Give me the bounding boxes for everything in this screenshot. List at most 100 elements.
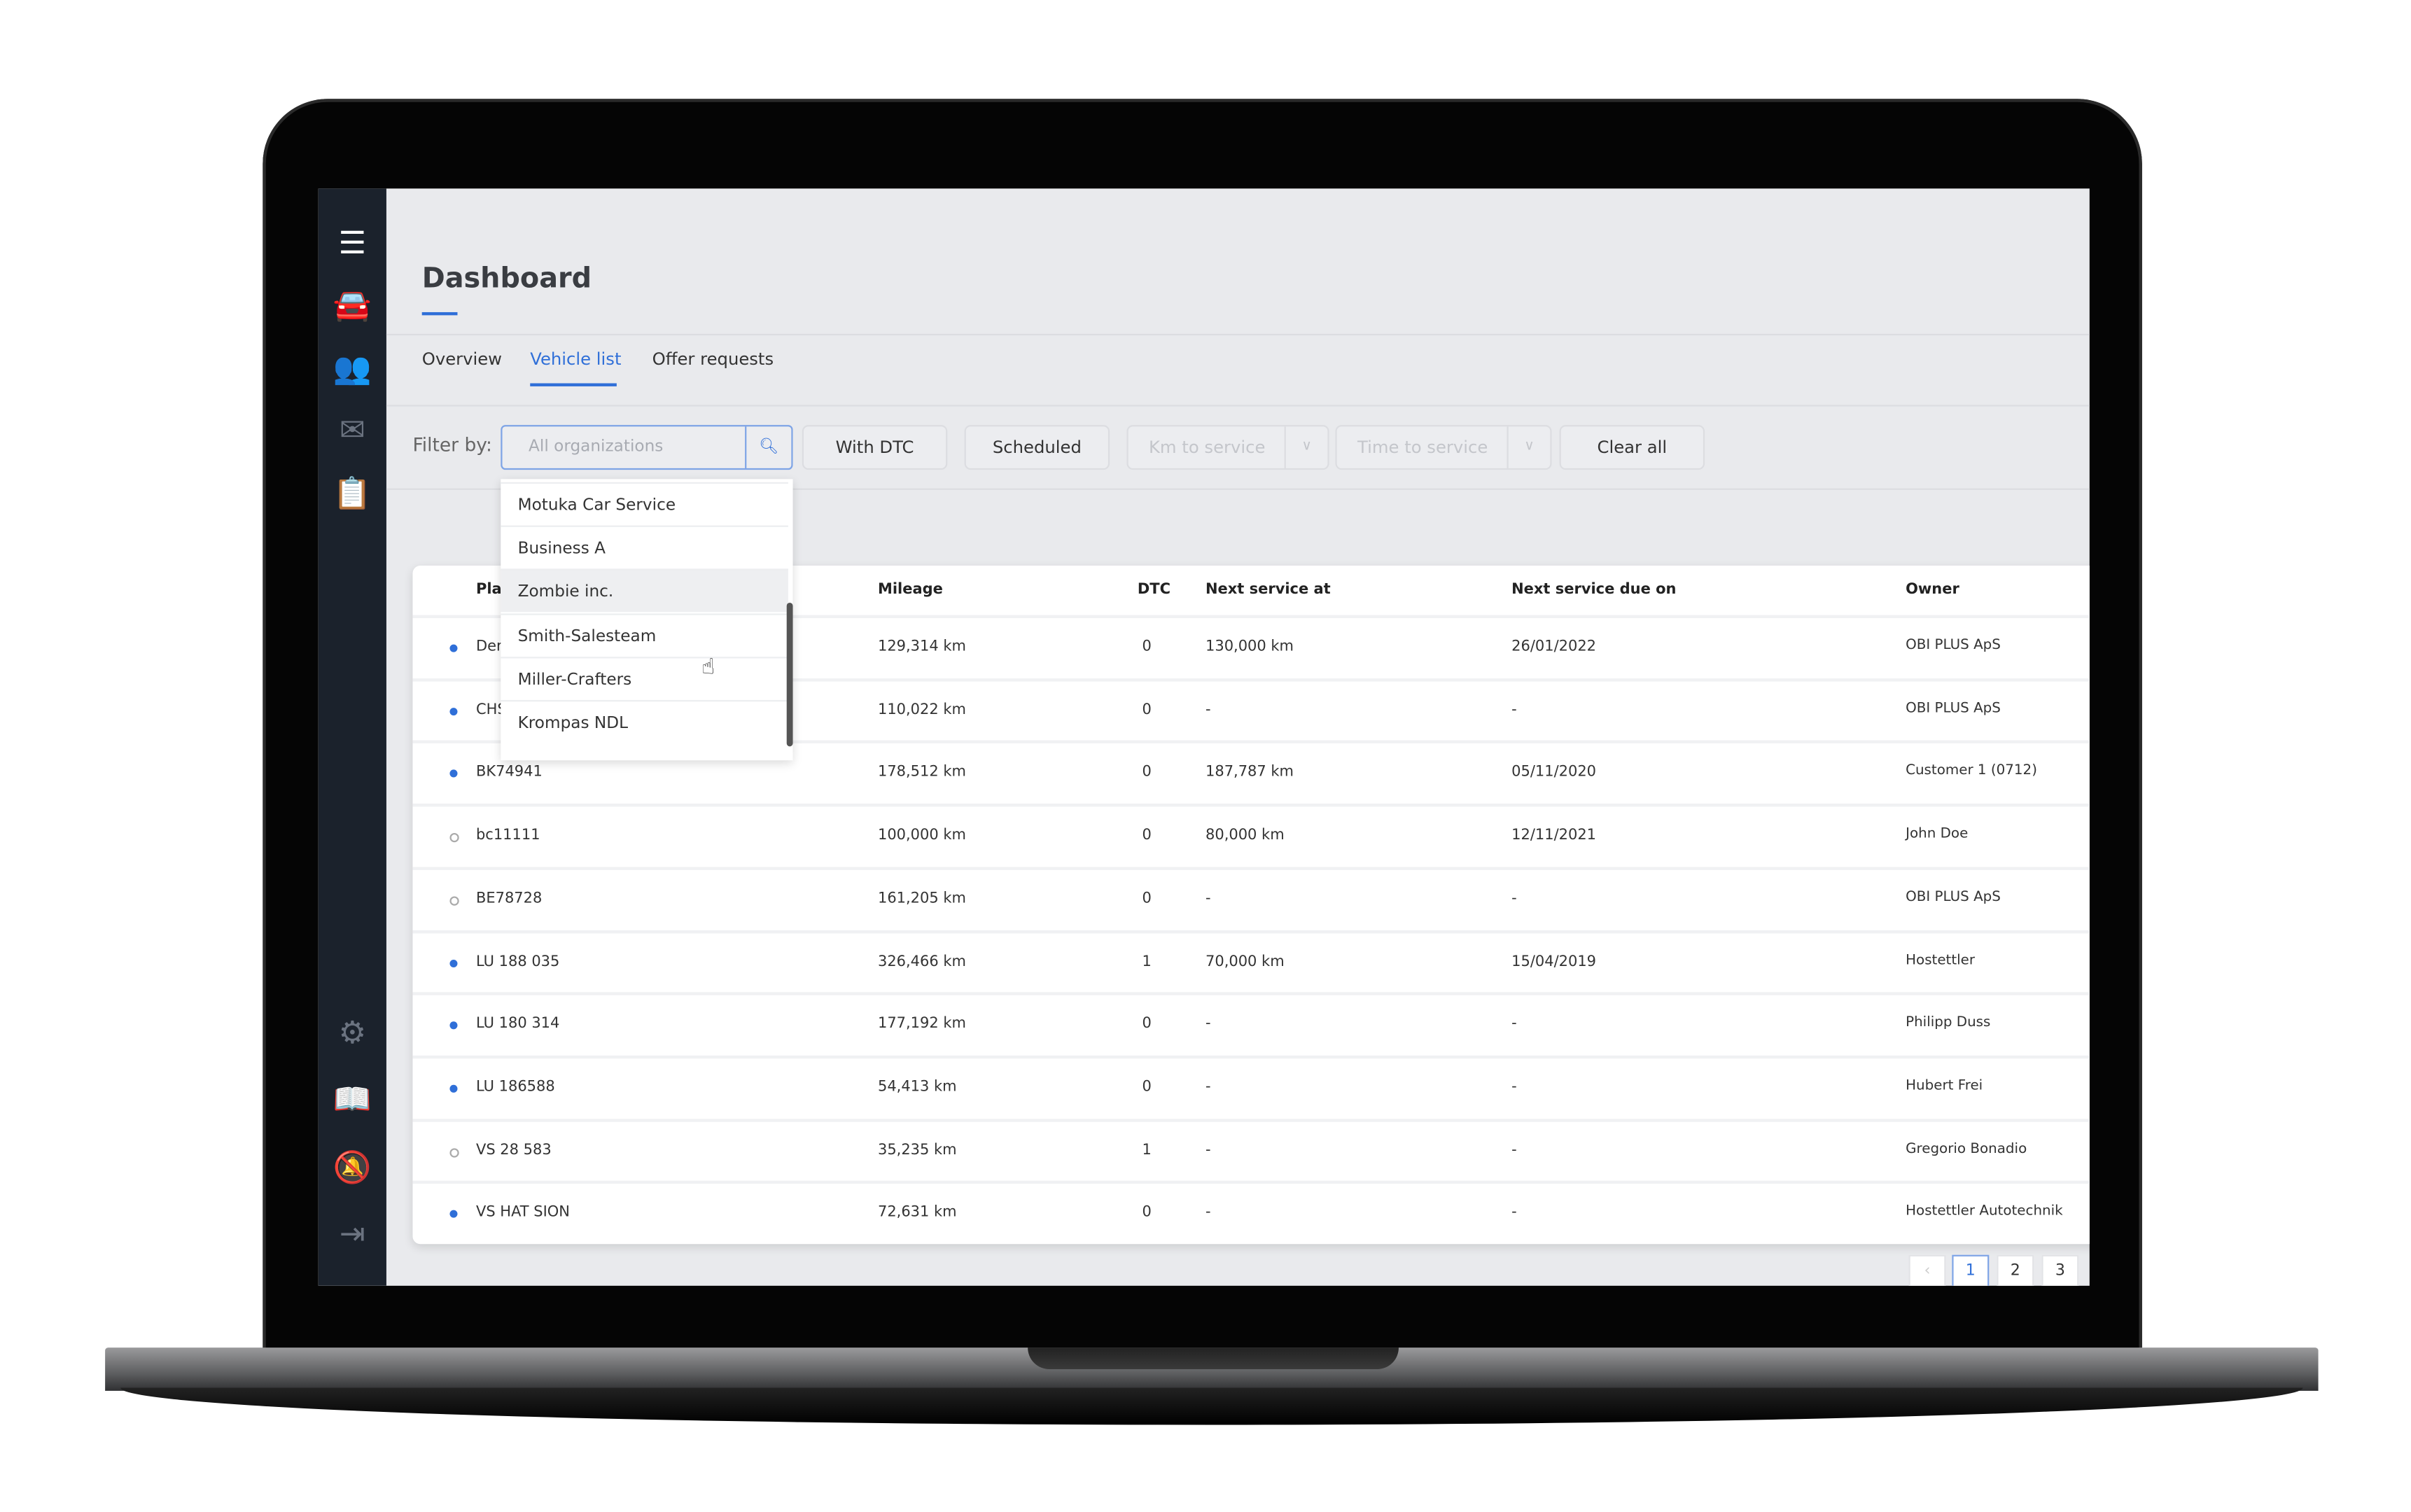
- cell-mileage: 129,314 km: [877, 638, 966, 656]
- pagination-prev[interactable]: ‹: [1908, 1254, 1946, 1286]
- time-to-service-select[interactable]: Time to service ∨: [1335, 425, 1552, 470]
- clipboard-icon[interactable]: 📋: [333, 474, 372, 512]
- cell-plate: VS 28 583: [475, 1141, 552, 1158]
- hand-cursor-icon: ☝: [701, 655, 715, 680]
- app-screen: ☰ 🚘 👥 ✉ 📋 ⚙ 📖 🔕 ⇥ Dashboard Overview Veh…: [318, 188, 2090, 1286]
- status-dot: [449, 958, 458, 967]
- laptop-base-bottom: [120, 1387, 2303, 1425]
- cell-plate: LU 180 314: [475, 1015, 560, 1033]
- tab-vehicle-list[interactable]: Vehicle list: [530, 349, 622, 370]
- cell-due-on: -: [1511, 1078, 1517, 1096]
- sidebar: ☰ 🚘 👥 ✉ 📋 ⚙ 📖 🔕 ⇥: [318, 188, 386, 1286]
- dropdown-item[interactable]: Zombie inc.: [501, 568, 788, 612]
- cell-mileage: 110,022 km: [877, 701, 966, 718]
- cell-dtc: 1: [1142, 1141, 1152, 1158]
- pagination-page-2[interactable]: 2: [1997, 1254, 2034, 1286]
- chevron-down-icon[interactable]: ∨: [1507, 426, 1551, 468]
- cell-dtc: 0: [1142, 764, 1152, 781]
- cell-dtc: 1: [1142, 953, 1152, 970]
- status-dot: [449, 833, 459, 843]
- time-to-service-label: Time to service: [1357, 437, 1488, 458]
- clear-all-button[interactable]: Clear all: [1559, 425, 1705, 470]
- cell-owner: Customer 1 (0712): [1906, 764, 2037, 780]
- cell-due-on: -: [1511, 890, 1517, 907]
- tab-offer-requests[interactable]: Offer requests: [652, 349, 774, 370]
- cell-due-on: 12/11/2021: [1511, 827, 1597, 844]
- dropdown-item[interactable]: Smith-Salesteam: [501, 613, 788, 657]
- with-dtc-button[interactable]: With DTC: [802, 425, 948, 470]
- cell-due-on: -: [1511, 1141, 1517, 1158]
- column-header-dtc[interactable]: DTC: [1137, 581, 1170, 598]
- cell-due-on: -: [1511, 701, 1517, 718]
- column-header-next-service-due-on[interactable]: Next service due on: [1511, 581, 1677, 598]
- car-add-icon[interactable]: 🚘: [333, 286, 372, 323]
- cell-dtc: 0: [1142, 638, 1152, 656]
- pagination-page-3[interactable]: 3: [2041, 1254, 2079, 1286]
- cell-due-on: -: [1511, 1015, 1517, 1033]
- filter-label: Filter by:: [412, 434, 492, 456]
- organization-dropdown: Motuka Car Service Business A Zombie inc…: [501, 479, 793, 761]
- cell-plate: Der: [475, 638, 503, 656]
- divider: [386, 488, 2090, 490]
- scheduled-button[interactable]: Scheduled: [964, 425, 1110, 470]
- table-row[interactable]: Der 129,314 km 0 130,000 km 26/01/2022 OBI PL…: [412, 615, 2090, 681]
- organization-search-input[interactable]: All organizations 🔍︎: [501, 425, 793, 470]
- cell-owner: Hostettler: [1906, 953, 1976, 969]
- cell-owner: OBI PLUS ApS: [1906, 701, 2001, 717]
- status-dot: [449, 770, 458, 778]
- table-row[interactable]: BE78728 161,205 km 0 - - OBI PLUS ApS: [412, 867, 2090, 932]
- dropdown-item[interactable]: Business A: [501, 525, 788, 569]
- table-row[interactable]: LU 180 314 177,192 km 0 - - Philipp Duss: [412, 992, 2090, 1058]
- cell-mileage: 35,235 km: [877, 1141, 957, 1158]
- search-icon[interactable]: 🔍︎: [745, 426, 791, 468]
- pagination-page-1[interactable]: 1: [1952, 1254, 1990, 1286]
- status-dot: [449, 644, 458, 652]
- table-row[interactable]: LU 186588 54,413 km 0 - - Hubert Frei: [412, 1055, 2090, 1121]
- book-icon[interactable]: 📖: [333, 1080, 372, 1118]
- inbox-icon[interactable]: ✉: [339, 411, 365, 449]
- cell-due-on: 15/04/2019: [1511, 953, 1597, 970]
- column-header-mileage[interactable]: Mileage: [877, 581, 943, 598]
- cell-dtc: 0: [1142, 890, 1152, 907]
- cell-next-at: -: [1206, 1015, 1211, 1033]
- table-row[interactable]: LU 188 035 326,466 km 1 70,000 km 15/04/2019…: [412, 929, 2090, 995]
- cell-mileage: 100,000 km: [877, 827, 966, 844]
- cell-plate: LU 188 035: [475, 953, 560, 970]
- title-underline: [421, 312, 458, 316]
- cell-plate: bc11111: [475, 827, 540, 844]
- bell-off-icon[interactable]: 🔕: [333, 1148, 372, 1186]
- km-to-service-select[interactable]: Km to service ∨: [1126, 425, 1329, 470]
- cell-dtc: 0: [1142, 701, 1152, 718]
- km-to-service-label: Km to service: [1149, 437, 1266, 458]
- table-row[interactable]: VS HAT SION 72,631 km 0 - - Hostettler Autote…: [412, 1181, 2090, 1247]
- cell-next-at: -: [1206, 701, 1211, 718]
- table-row[interactable]: bc11111 100,000 km 0 80,000 km 12/11/2021 Joh…: [412, 804, 2090, 869]
- cell-next-at: 130,000 km: [1206, 638, 1294, 656]
- column-header-owner[interactable]: Owner: [1906, 581, 1959, 598]
- cell-mileage: 326,466 km: [877, 953, 966, 970]
- cell-owner: Philipp Duss: [1906, 1015, 1991, 1031]
- menu-icon[interactable]: ☰: [338, 224, 367, 262]
- cell-next-at: -: [1206, 890, 1211, 907]
- laptop-notch: [1028, 1348, 1399, 1370]
- chevron-down-icon[interactable]: ∨: [1284, 426, 1328, 468]
- table-row[interactable]: VS 28 583 35,235 km 1 - - Gregorio Bonadio: [412, 1118, 2090, 1184]
- table-row[interactable]: BK74941 178,512 km 0 187,787 km 05/11/2020 Cu…: [412, 741, 2090, 806]
- gear-icon[interactable]: ⚙: [338, 1014, 367, 1051]
- divider: [386, 333, 2090, 336]
- dropdown-scrollbar[interactable]: [786, 603, 793, 747]
- dropdown-item[interactable]: Motuka Car Service: [501, 482, 788, 526]
- cell-owner: OBI PLUS ApS: [1906, 638, 2001, 654]
- column-header-next-service-at[interactable]: Next service at: [1206, 581, 1331, 598]
- tab-overview[interactable]: Overview: [421, 349, 503, 370]
- cell-owner: John Doe: [1906, 827, 1969, 843]
- dropdown-item[interactable]: Miller-Crafters: [501, 657, 788, 700]
- cell-owner: Hubert Frei: [1906, 1078, 1983, 1094]
- organization-placeholder: All organizations: [529, 437, 664, 456]
- cell-mileage: 178,512 km: [877, 764, 966, 781]
- status-dot: [449, 707, 458, 715]
- dropdown-item[interactable]: Krompas NDL: [501, 700, 788, 743]
- cell-dtc: 0: [1142, 1015, 1152, 1033]
- users-icon[interactable]: 👥: [333, 349, 372, 386]
- logout-icon[interactable]: ⇥: [339, 1214, 365, 1252]
